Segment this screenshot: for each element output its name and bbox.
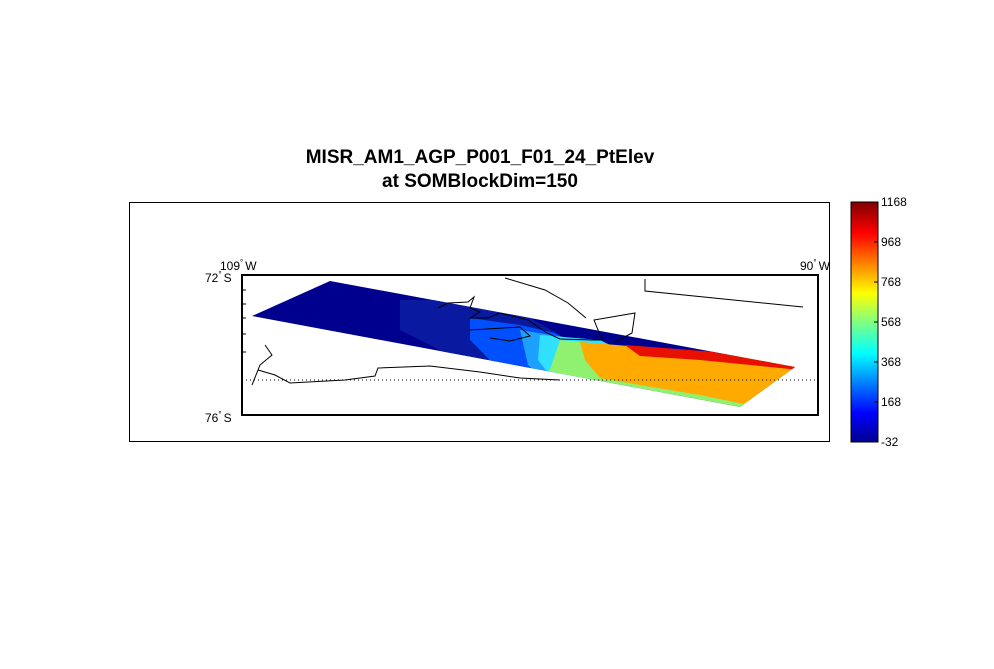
colorbar-ticks: 1168 968 768 568 368 168 -32	[874, 195, 907, 449]
colorbar-tick-label: 1168	[881, 195, 907, 209]
lon-label-east: 90° W	[800, 258, 831, 273]
left-axis-ticks	[242, 289, 246, 353]
elevation-swath	[252, 281, 795, 407]
colorbar-tick-label: 568	[881, 315, 901, 329]
colorbar-tick-label: 368	[881, 355, 901, 369]
coastlines	[251, 277, 804, 386]
colorbar-tick-label: 968	[881, 235, 901, 249]
chart-title-line-2: at SOMBlockDim=150	[382, 171, 578, 192]
lon-label-west: 109° W	[220, 258, 257, 273]
lat-label-north: 72° S	[205, 270, 232, 285]
swath-red-region	[625, 345, 795, 372]
chart-title-line-1: MISR_AM1_AGP_P001_F01_24_PtElev	[305, 147, 655, 168]
lat-label-south: 76° S	[205, 410, 232, 425]
colorbar-tick-label: 168	[881, 395, 901, 409]
colorbar-tick-label: -32	[881, 435, 899, 449]
colorbar	[850, 201, 879, 443]
colorbar-tick-label: 768	[881, 275, 901, 289]
map-box	[241, 274, 819, 416]
